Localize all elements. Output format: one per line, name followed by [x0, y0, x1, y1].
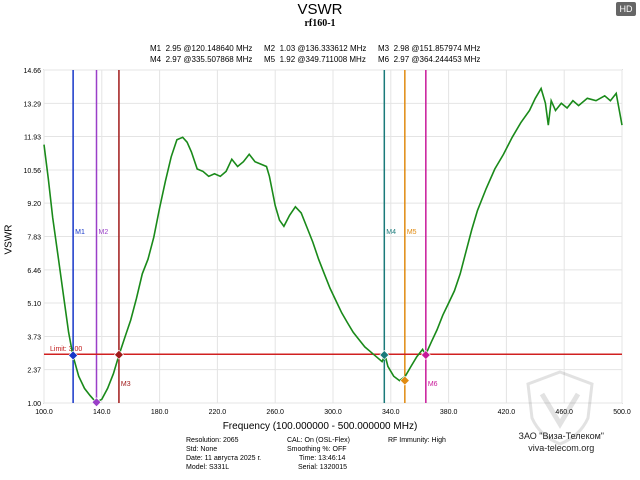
vswr-trace: [43, 86, 623, 404]
marker-diamond-m2: [91, 397, 102, 408]
readout-m4-name: M4: [150, 55, 162, 64]
shield-logo-watermark: [526, 370, 594, 446]
x-tick-label: 180.0: [151, 409, 169, 416]
x-tick-label: 260.0: [266, 409, 284, 416]
footer-smoothing: Smoothing %: OFF: [287, 446, 347, 453]
marker-tags: M1 M2 M3 M4 M5 M6: [75, 229, 438, 388]
y-tick-label: 5.10: [27, 301, 41, 308]
x-tick-label: 460.0: [555, 409, 573, 416]
chart-title: VSWR: [297, 1, 343, 18]
x-tick-label: 220.0: [209, 409, 227, 416]
marker-tag-m2: M2: [99, 229, 109, 236]
marker-tag-m4: M4: [386, 229, 396, 236]
marker-diamond-m3: [114, 349, 124, 360]
brand-block: ЗАО "Виза-Телеком" viva-telecom.org: [519, 430, 604, 454]
y-tick-label: 14.66: [23, 68, 41, 75]
readout-m2-name: M2: [264, 44, 276, 53]
readout-m2: M2 1.03 @136.333612 MHz: [264, 44, 366, 53]
readout-m6-value: 2.97 @364.244453 MHz: [393, 55, 481, 64]
footer-col-2: CAL: On (OSL-Flex) Smoothing %: OFF Time…: [287, 436, 350, 472]
footer-resolution: Resolution: 2065: [186, 437, 239, 444]
x-axis-label: Frequency (100.000000 - 500.000000 MHz): [222, 421, 418, 432]
x-tick-label: 140.0: [93, 409, 111, 416]
grid: [43, 69, 623, 404]
readout-m4: M4 2.97 @335.507868 MHz: [150, 55, 252, 64]
readout-m2-value: 1.03 @136.333612 MHz: [279, 44, 367, 53]
marker-diamond-m4: [379, 350, 390, 360]
marker-lines: [72, 70, 427, 403]
x-tick-label: 380.0: [440, 409, 458, 416]
readout-m5-value: 1.92 @349.711008 MHz: [279, 55, 366, 64]
x-tick-label: 420.0: [498, 409, 516, 416]
y-tick-label: 3.73: [27, 334, 41, 341]
footer-serial: Serial: 1320015: [298, 464, 348, 471]
readout-m1: M1 2.95 @120.148640 MHz: [150, 44, 252, 53]
footer-col-1: Resolution: 2065 Std: None Date: 11 авгу…: [186, 436, 261, 472]
readout-m6: M6 2.97 @364.244453 MHz: [378, 55, 480, 64]
readout-m4-value: 2.97 @335.507868 MHz: [165, 55, 253, 64]
y-tick-label: 2.37: [27, 368, 41, 375]
x-tick-label: 300.0: [324, 409, 342, 416]
brand-site: viva-telecom.org: [528, 443, 595, 453]
x-tick-labels: 100.0 140.0 180.0 220.0 260.0 300.0 340.0 380.0…: [35, 409, 631, 416]
marker-tag-m1: M1: [75, 229, 85, 236]
readout-m3-value: 2.98 @151.857974 MHz: [393, 44, 481, 53]
y-tick-labels: 1.00 2.37 3.73 5.10 6.46 7.83 9.20 10.56 11.93 13…: [23, 68, 41, 408]
readout-m3: M3 2.98 @151.857974 MHz: [378, 44, 480, 53]
y-tick-label: 10.56: [23, 168, 41, 175]
readout-m1-name: M1: [150, 44, 162, 53]
y-tick-label: 13.29: [23, 101, 41, 108]
chart-subtitle: rf160-1: [304, 18, 336, 29]
marker-tag-m5: M5: [407, 229, 417, 236]
limit-label: Limit: 3.00: [50, 346, 82, 353]
footer-col-3: RF Immunity: High: [388, 436, 446, 445]
footer-cal: CAL: On (OSL-Flex): [287, 437, 351, 444]
readout-m3-name: M3: [378, 44, 390, 53]
marker-tag-m6: M6: [428, 381, 438, 388]
hd-badge: HD: [616, 2, 636, 16]
marker-diamond-m1: [68, 350, 79, 361]
footer-rf-immunity: RF Immunity: High: [388, 437, 446, 444]
marker-diamond-m6: [420, 350, 431, 360]
x-tick-label: 500.0: [613, 409, 631, 416]
x-tick-label: 340.0: [382, 409, 400, 416]
footer-time: Time: 13:46:14: [299, 455, 346, 462]
y-tick-label: 1.00: [27, 401, 41, 408]
y-tick-label: 7.83: [27, 235, 41, 242]
y-tick-label: 9.20: [27, 201, 41, 208]
brand-name: ЗАО "Виза-Телеком": [518, 431, 604, 441]
readout-m5-name: M5: [264, 55, 276, 64]
footer-std: Std: None: [186, 446, 218, 453]
readout-m5: M5 1.92 @349.711008 MHz: [264, 55, 366, 64]
readout-m6-name: M6: [378, 55, 390, 64]
footer-date: Date: 11 августа 2025 г.: [186, 455, 262, 462]
marker-tag-m3: M3: [121, 381, 131, 388]
marker-diamond-m5: [399, 375, 410, 386]
y-tick-label: 11.93: [24, 135, 41, 142]
marker-dots: [68, 349, 431, 408]
footer-model: Model: S331L: [186, 464, 230, 471]
readout-m1-value: 2.95 @120.148640 MHz: [165, 44, 253, 53]
x-tick-label: 100.0: [35, 409, 53, 416]
y-axis-label: VSWR: [3, 224, 15, 255]
y-tick-label: 6.46: [27, 268, 41, 275]
